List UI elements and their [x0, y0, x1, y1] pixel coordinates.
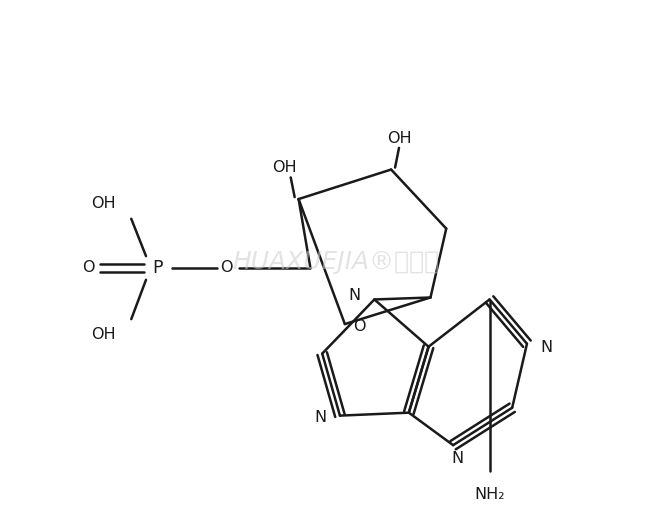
Text: HUAXUEJIA®化学加: HUAXUEJIA®化学加	[233, 250, 439, 274]
Text: P: P	[153, 259, 163, 277]
Text: N: N	[349, 288, 361, 303]
Text: OH: OH	[273, 160, 297, 175]
Text: NH₂: NH₂	[474, 487, 505, 502]
Text: OH: OH	[386, 130, 411, 146]
Text: O: O	[82, 261, 94, 276]
Text: OH: OH	[91, 195, 116, 211]
Text: N: N	[314, 410, 326, 425]
Text: O: O	[353, 319, 366, 334]
Text: N: N	[541, 340, 553, 355]
Text: O: O	[220, 261, 233, 276]
Text: OH: OH	[91, 327, 116, 343]
Text: N: N	[451, 452, 463, 467]
